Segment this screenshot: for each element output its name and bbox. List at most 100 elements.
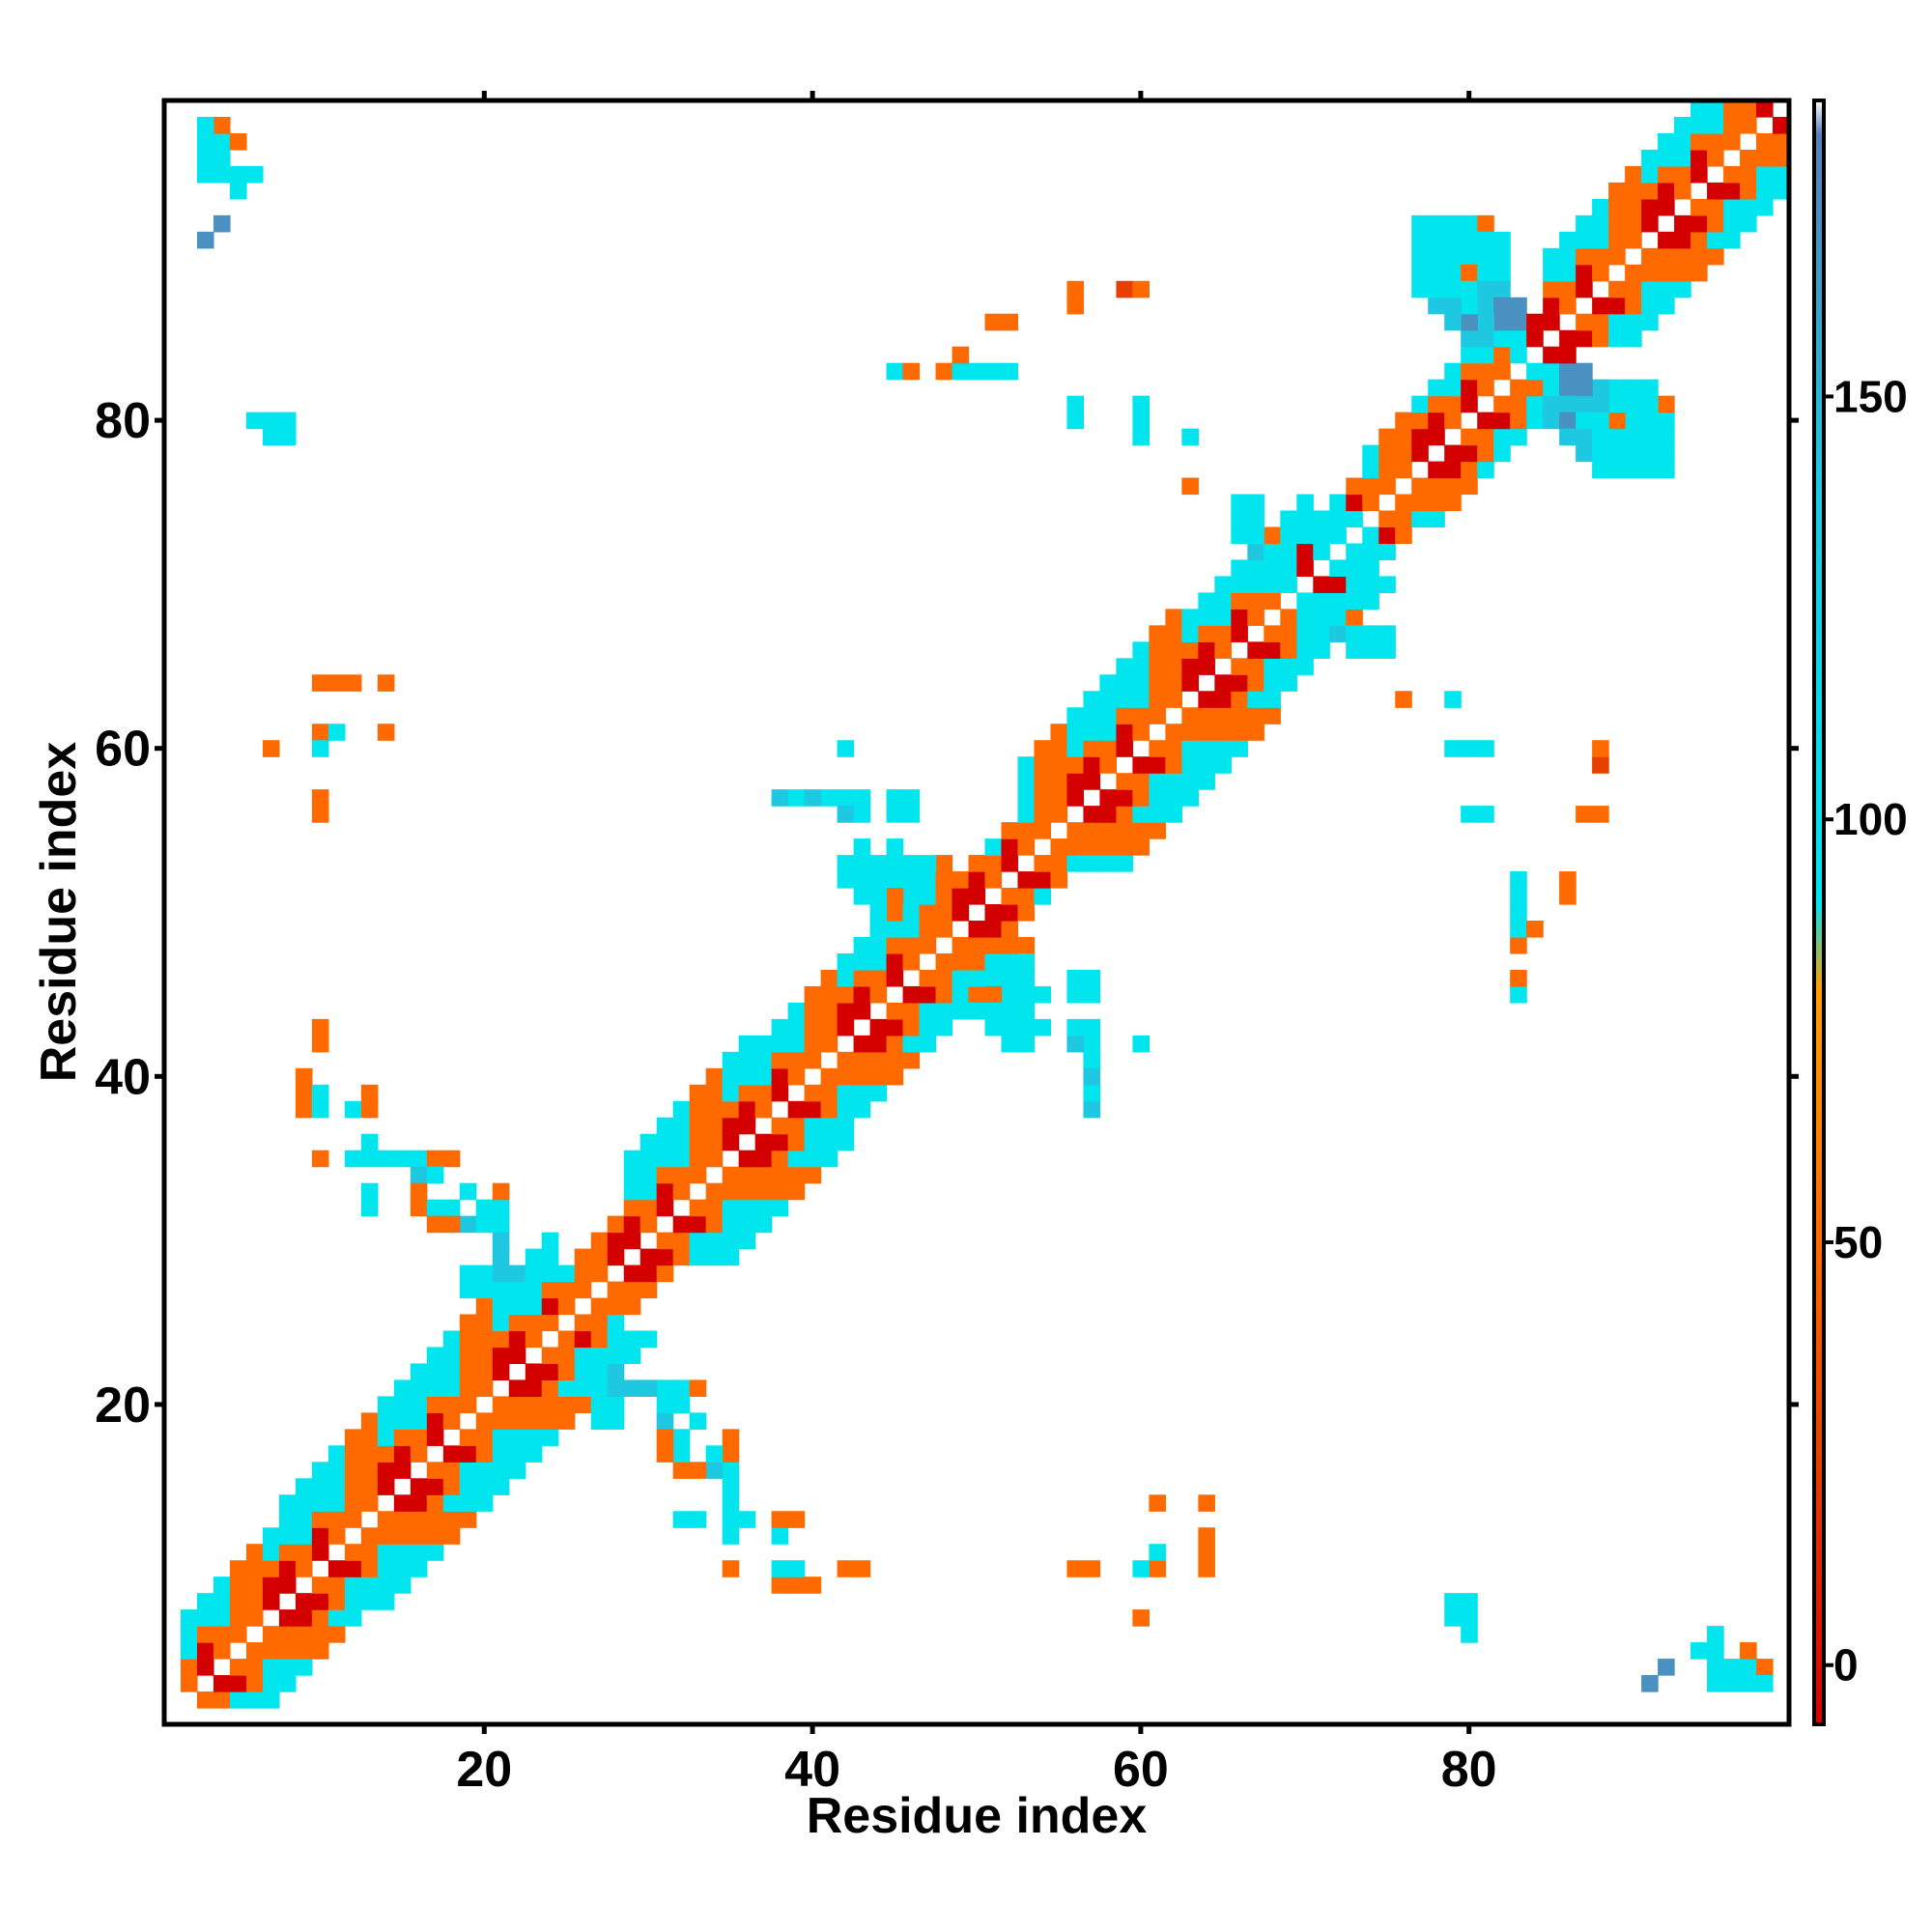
heatmap-cell [1132,428,1150,446]
heatmap-cell [492,1412,510,1430]
heatmap-cell [1247,510,1264,528]
heatmap-cell [1231,691,1248,708]
heatmap-cell [475,1297,494,1316]
heatmap-cell [639,1150,658,1168]
heatmap-cell [1083,1560,1101,1577]
heatmap-cell [1247,658,1264,675]
heatmap-cell [738,1084,756,1102]
heatmap-cell [196,165,214,184]
heatmap-cell [1198,1544,1215,1561]
heatmap-cell [1066,1035,1085,1053]
heatmap-cell [1149,658,1166,675]
heatmap-cell [393,1462,412,1479]
heatmap-cell [360,1100,379,1119]
heatmap-cell [1395,428,1412,446]
heatmap-cell [475,1264,494,1283]
heatmap-cell [1231,576,1248,593]
heatmap-cell [229,1593,247,1610]
heatmap-cell [442,1363,461,1381]
heatmap-cell [902,1002,921,1020]
heatmap-cell [360,1593,379,1610]
heatmap-cell [459,1363,477,1381]
heatmap-cell [820,1100,838,1119]
heatmap-cell [935,362,953,381]
heatmap-cell [1132,806,1150,823]
heatmap-cell [1296,494,1314,512]
heatmap-cell [1461,280,1478,298]
heatmap-cell [393,1544,412,1561]
heatmap-cell [459,1494,477,1512]
heatmap-cell [1461,329,1478,348]
heatmap-cell [1198,773,1215,790]
heatmap-cell [360,1494,379,1512]
heatmap-cell [1543,412,1560,430]
heatmap-cell [623,1166,641,1184]
heatmap-cell [1132,395,1150,413]
heatmap-cell [1362,444,1379,463]
heatmap-cell [1658,444,1675,463]
heatmap-cell [311,1478,329,1495]
heatmap-cell [1461,428,1478,446]
heatmap-cell [722,1560,740,1577]
heatmap-cell [1346,609,1363,626]
heatmap-cell [492,1297,510,1316]
heatmap-cell [1592,297,1609,315]
heatmap-cell [1559,329,1577,348]
heatmap-cell [1165,658,1182,675]
heatmap-cell [1592,461,1609,479]
heatmap-cell [229,1609,247,1627]
heatmap-cell [492,1363,510,1381]
heatmap-cell [327,1478,346,1495]
heatmap-cell [196,1642,214,1660]
heatmap-cell [1099,789,1118,807]
heatmap-cell [327,1511,346,1528]
heatmap-cell [410,1511,428,1528]
heatmap-cell [722,1232,740,1250]
heatmap-cell [1280,641,1297,659]
heatmap-cell [1231,658,1248,675]
heatmap-cell [311,1018,329,1037]
heatmap-cell [1116,773,1133,790]
heatmap-cell [541,1248,559,1266]
heatmap-cell [886,855,904,872]
heatmap-cell [919,1018,937,1037]
heatmap-cell [492,1264,510,1283]
heatmap-cell [459,1445,477,1463]
heatmap-cell [245,1593,264,1610]
heatmap-cell [1608,461,1626,479]
heatmap-cell [410,1379,428,1397]
heatmap-cell [1576,362,1593,381]
heatmap-cell [1641,444,1659,463]
heatmap-cell [1756,100,1774,118]
heatmap-cell [311,1494,329,1512]
heatmap-cell [426,1511,444,1528]
heatmap-cell [1674,214,1691,233]
heatmap-cell [1461,395,1478,413]
heatmap-cell [1707,1642,1724,1660]
heatmap-cell [804,1051,822,1069]
heatmap-cell [1674,116,1691,134]
heatmap-cell [1461,1593,1478,1610]
heatmap-cell [278,1544,297,1561]
heatmap-cell [1149,691,1166,708]
heatmap-cell [1576,214,1593,233]
heatmap-cell [1707,231,1724,249]
heatmap-cell [804,1133,822,1151]
heatmap-cell [804,1018,822,1037]
heatmap-cell [262,1642,280,1660]
heatmap-cell [1034,806,1052,823]
heatmap-cell [492,1215,510,1234]
heatmap-cell [393,1379,412,1397]
heatmap-cell [475,1314,494,1332]
heatmap-cell [689,1511,707,1528]
heatmap-cell [1477,346,1494,364]
heatmap-cell [1083,985,1101,1004]
heatmap-cell [1099,674,1118,692]
heatmap-cell [869,920,888,938]
heatmap-cell [984,904,1003,922]
heatmap-cell [853,985,871,1004]
heatmap-cell [1198,691,1215,708]
heatmap-cell [1773,116,1790,134]
heatmap-cell [722,1462,740,1479]
heatmap-cell [1149,773,1166,790]
